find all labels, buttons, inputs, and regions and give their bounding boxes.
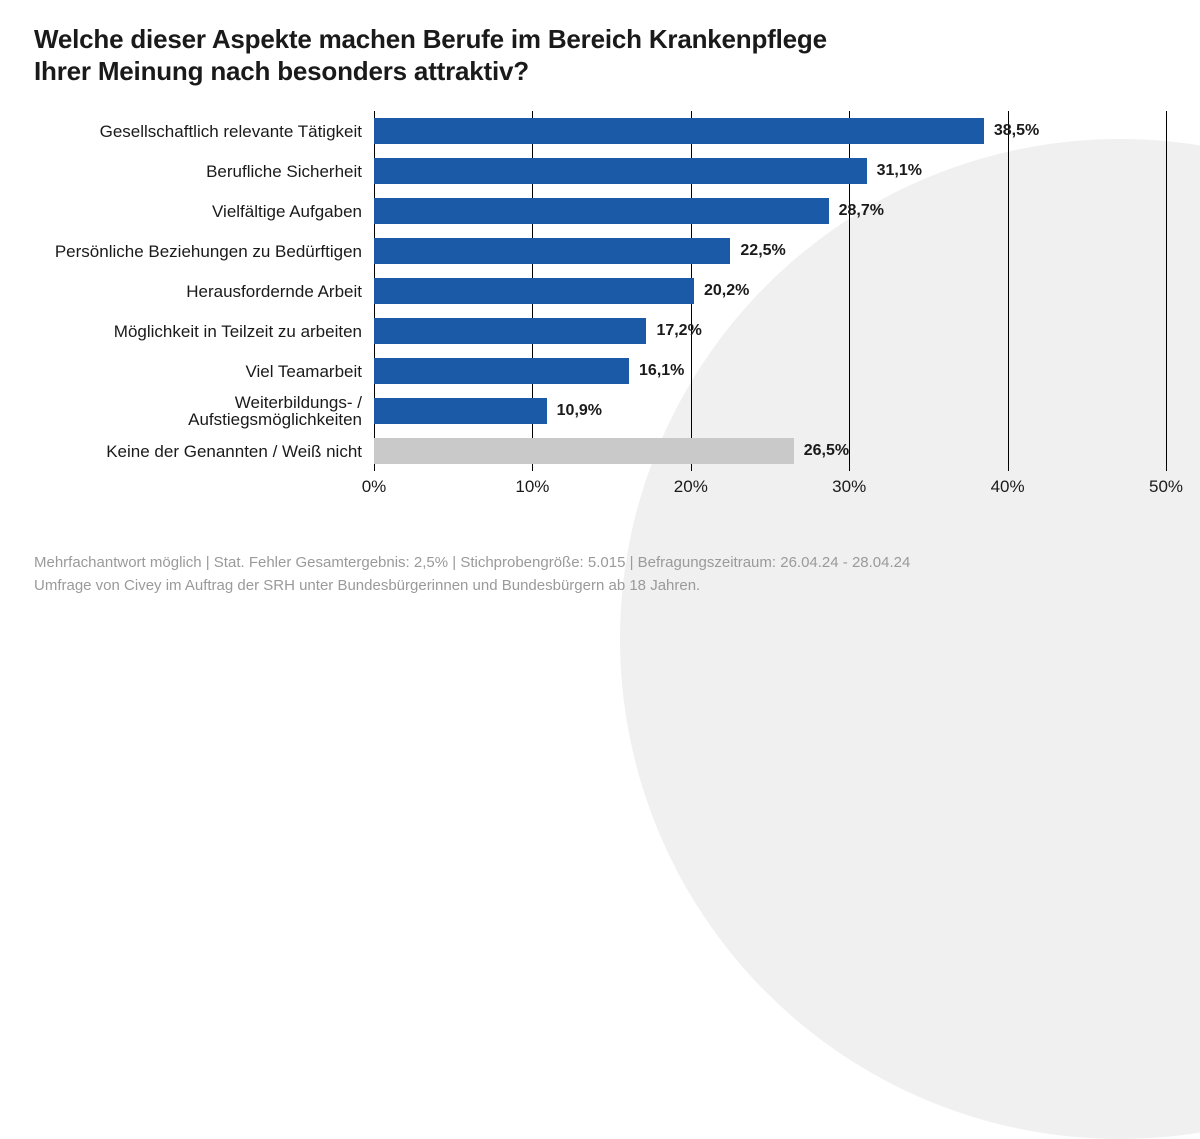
gridline — [1166, 111, 1167, 471]
bar-row: 16,1% — [374, 351, 1166, 391]
bar-value-label: 17,2% — [656, 322, 701, 340]
bar-row: 38,5% — [374, 111, 1166, 151]
bar-value-label: 16,1% — [639, 362, 684, 380]
category-label: Möglichkeit in Teilzeit zu arbeiten — [34, 311, 374, 351]
bar-value-label: 10,9% — [557, 402, 602, 420]
chart-footer: Mehrfachantwort möglich | Stat. Fehler G… — [34, 552, 1166, 597]
bar-row: 20,2% — [374, 271, 1166, 311]
category-label: Gesellschaftlich relevante Tätigkeit — [34, 111, 374, 151]
bar-row: 22,5% — [374, 231, 1166, 271]
bar-value-label: 20,2% — [704, 282, 749, 300]
bar — [374, 198, 829, 224]
bar — [374, 118, 984, 144]
chart-title: Welche dieser Aspekte machen Berufe im B… — [34, 24, 1166, 87]
bar-row: 10,9% — [374, 391, 1166, 431]
bar-value-label: 31,1% — [877, 162, 922, 180]
bar — [374, 398, 547, 424]
category-label: Vielfältige Aufgaben — [34, 191, 374, 231]
category-label: Persönliche Beziehungen zu Bedürftigen — [34, 231, 374, 271]
content: Welche dieser Aspekte machen Berufe im B… — [0, 0, 1200, 501]
bar-chart: Gesellschaftlich relevante TätigkeitBeru… — [34, 111, 1166, 501]
bar-row: 26,5% — [374, 431, 1166, 471]
x-tick-label: 50% — [1149, 477, 1183, 497]
x-tick-label: 20% — [674, 477, 708, 497]
bar-value-label: 38,5% — [994, 122, 1039, 140]
bar — [374, 318, 646, 344]
category-label: Keine der Genannten / Weiß nicht — [34, 431, 374, 471]
bar — [374, 158, 867, 184]
bar-value-label: 26,5% — [804, 442, 849, 460]
bar-value-label: 28,7% — [839, 202, 884, 220]
title-line-1: Welche dieser Aspekte machen Berufe im B… — [34, 24, 827, 54]
bar — [374, 278, 694, 304]
bar — [374, 358, 629, 384]
y-axis-labels: Gesellschaftlich relevante TätigkeitBeru… — [34, 111, 374, 501]
bar-row: 17,2% — [374, 311, 1166, 351]
x-axis: 0%10%20%30%40%50% — [374, 473, 1166, 501]
footer-line-1: Mehrfachantwort möglich | Stat. Fehler G… — [34, 552, 1166, 575]
x-tick-label: 40% — [991, 477, 1025, 497]
bar-row: 31,1% — [374, 151, 1166, 191]
plot-area: 38,5% 31,1% 28,7% 22,5% 20,2% 17,2% 16,1% 10,9%… — [374, 111, 1166, 501]
footer-line-2: Umfrage von Civey im Auftrag der SRH unt… — [34, 575, 1166, 598]
x-tick-label: 30% — [832, 477, 866, 497]
x-tick-label: 0% — [362, 477, 387, 497]
category-label: Viel Teamarbeit — [34, 351, 374, 391]
category-label: Herausfordernde Arbeit — [34, 271, 374, 311]
category-label: Weiterbildungs- / Aufstiegsmöglichkeiten — [34, 391, 374, 431]
bar-value-label: 22,5% — [740, 242, 785, 260]
category-label: Berufliche Sicherheit — [34, 151, 374, 191]
title-line-2: Ihrer Meinung nach besonders attraktiv? — [34, 56, 529, 86]
bar — [374, 238, 730, 264]
x-tick-label: 10% — [515, 477, 549, 497]
bar — [374, 438, 794, 464]
bar-row: 28,7% — [374, 191, 1166, 231]
